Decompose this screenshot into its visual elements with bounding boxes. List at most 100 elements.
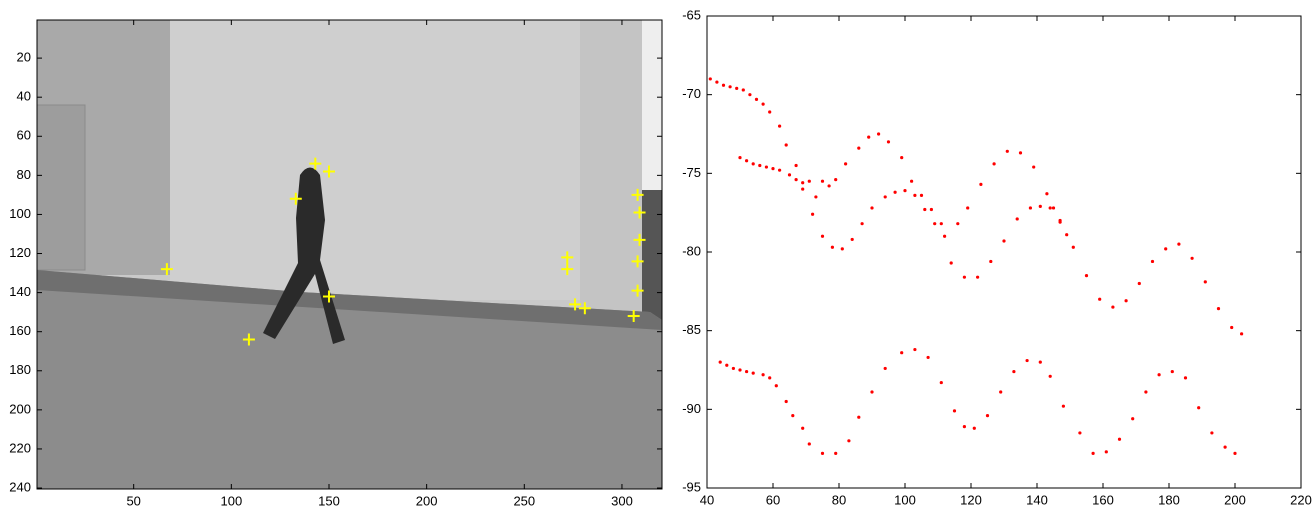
- dot-marker: [883, 366, 887, 371]
- x-tick-label: 160: [1092, 492, 1114, 507]
- right-axes-box: [706, 15, 1302, 489]
- dot-marker: [1045, 192, 1049, 196]
- x-tick-label: 180: [1158, 492, 1180, 507]
- dot-marker: [1098, 297, 1102, 301]
- dot-marker: [1203, 280, 1207, 284]
- plus-marker: [633, 206, 646, 219]
- dot-marker: [787, 173, 792, 177]
- y-tick-label: 240: [9, 479, 31, 494]
- dot-marker: [886, 140, 891, 144]
- dot-marker: [728, 85, 732, 89]
- plus-marker: [561, 251, 574, 264]
- dot-marker: [903, 189, 907, 193]
- dot-marker: [952, 409, 957, 413]
- dot-marker: [811, 212, 815, 216]
- dot-marker: [748, 93, 752, 97]
- dot-marker: [1065, 233, 1069, 237]
- dot-marker: [1005, 149, 1009, 153]
- dot-marker: [956, 222, 960, 226]
- dot-marker: [1183, 376, 1188, 380]
- y-tick-label: -65: [682, 7, 701, 22]
- dot-marker: [989, 259, 993, 264]
- dot-marker: [768, 376, 772, 380]
- plus-marker: [578, 302, 591, 315]
- dot-marker: [751, 162, 755, 166]
- dot-marker: [778, 124, 782, 128]
- x-tick-label: 200: [416, 493, 438, 508]
- dot-marker: [1015, 217, 1019, 221]
- dot-marker: [933, 222, 937, 226]
- dot-marker: [1012, 369, 1016, 374]
- y-tick-label: 200: [9, 401, 31, 416]
- dot-marker: [1223, 445, 1227, 449]
- dot-marker: [768, 110, 772, 114]
- dot-marker: [979, 182, 983, 186]
- dot-marker: [966, 206, 970, 210]
- dot-marker: [1091, 451, 1095, 455]
- y-tick-label: 220: [9, 440, 31, 455]
- dot-marker: [731, 366, 736, 371]
- dot-marker: [1131, 417, 1135, 421]
- plus-marker: [289, 192, 302, 205]
- dot-marker: [745, 159, 749, 163]
- y-tick-label: 20: [17, 50, 31, 65]
- dot-marker: [778, 168, 782, 172]
- y-tick-label: 40: [17, 89, 31, 104]
- x-tick-label: 80: [832, 492, 846, 507]
- dot-marker: [1038, 360, 1042, 364]
- dot-marker: [1150, 259, 1155, 264]
- dot-marker: [949, 261, 953, 265]
- x-tick-label: 60: [766, 492, 780, 507]
- y-tick-label: -95: [682, 479, 701, 494]
- dot-marker: [1048, 374, 1052, 378]
- dot-marker: [1117, 437, 1122, 441]
- dot-marker: [900, 156, 904, 160]
- plus-marker: [569, 298, 582, 311]
- y-tick-label: 60: [17, 128, 31, 143]
- plus-marker: [309, 157, 322, 170]
- dot-marker: [1170, 369, 1174, 374]
- x-tick-label: 40: [700, 492, 714, 507]
- dot-marker: [913, 193, 917, 197]
- dot-marker: [1124, 299, 1128, 303]
- dot-marker: [751, 371, 755, 375]
- dot-marker: [976, 275, 980, 279]
- dot-marker: [883, 195, 887, 199]
- dot-marker: [1240, 332, 1244, 336]
- dot-marker: [992, 162, 996, 166]
- dot-marker: [1061, 404, 1065, 408]
- dot-marker: [834, 451, 838, 455]
- dot-marker: [1230, 325, 1234, 330]
- dot-marker: [923, 207, 927, 212]
- dot-marker: [735, 86, 739, 90]
- dot-marker: [1164, 247, 1168, 251]
- x-tick-label: 120: [960, 492, 982, 507]
- dot-marker: [754, 97, 759, 101]
- dot-marker: [857, 415, 861, 419]
- dot-marker: [1051, 206, 1056, 210]
- dot-marker: [801, 181, 805, 185]
- y-tick-label: 160: [9, 323, 31, 338]
- dot-marker: [985, 414, 990, 418]
- x-tick-label: 150: [318, 493, 340, 508]
- dot-marker: [820, 234, 825, 238]
- dot-marker: [834, 178, 838, 182]
- y-tick-label: 180: [9, 362, 31, 377]
- plus-marker: [322, 290, 335, 303]
- dot-marker: [715, 80, 719, 84]
- plus-marker: [631, 188, 644, 201]
- dot-marker: [1028, 206, 1032, 210]
- dot-marker: [738, 368, 742, 372]
- dot-marker: [794, 178, 798, 182]
- dot-marker: [1032, 165, 1036, 169]
- plus-marker: [322, 165, 335, 178]
- dot-marker: [1233, 451, 1237, 455]
- dot-marker: [725, 363, 729, 367]
- video-frame: [37, 20, 662, 489]
- dot-marker: [867, 135, 871, 139]
- dot-marker: [962, 425, 967, 429]
- y-tick-label: -90: [682, 401, 701, 416]
- dot-marker: [708, 77, 712, 81]
- dot-marker: [784, 399, 788, 404]
- y-tick-label: -75: [682, 165, 701, 180]
